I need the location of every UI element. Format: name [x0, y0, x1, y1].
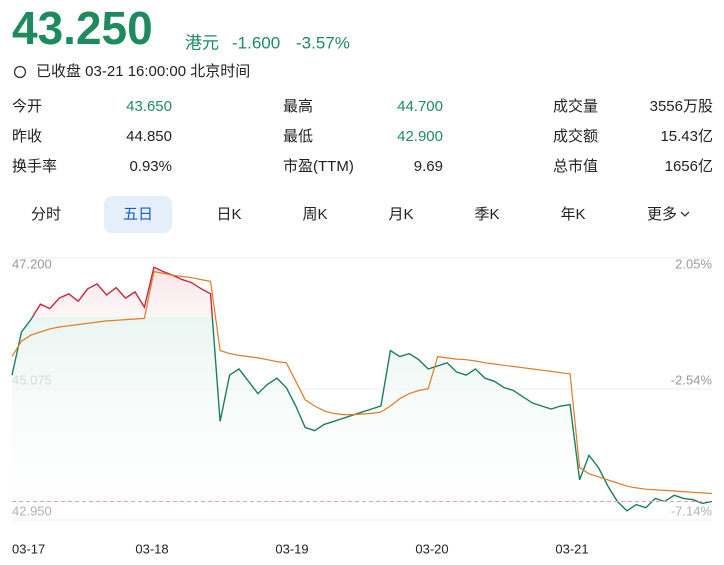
y2-tick-label: 2.05% — [675, 256, 712, 271]
stat-value: 9.69 — [414, 158, 443, 175]
status: 已收盘 03-21 16:00:00 北京时间 — [36, 62, 250, 80]
price-line — [11, 266, 713, 512]
stat-label: 市盈(TTM) — [283, 158, 354, 175]
stat-value: 15.43亿 — [660, 128, 713, 145]
stat-value: 44.850 — [126, 128, 172, 145]
tab[interactable]: 更多 — [647, 206, 677, 223]
stat-label: 最低 — [283, 128, 313, 145]
more-chevron — [680, 211, 690, 217]
stat-label: 换手率 — [12, 158, 57, 175]
stat-value: 3556万股 — [650, 98, 713, 115]
tab[interactable]: 季K — [474, 206, 499, 223]
y-tick-label: 47.200 — [12, 256, 52, 271]
x-tick-label: 03-18 — [135, 541, 168, 556]
stat-value: 44.700 — [397, 98, 443, 115]
active-tab-bg — [104, 196, 172, 233]
tab[interactable]: 日K — [216, 206, 241, 223]
price-area — [12, 267, 712, 520]
stat-label: 昨收 — [12, 128, 42, 145]
stat-label: 最高 — [283, 98, 313, 115]
change: -1.600 — [232, 33, 280, 52]
stat-value: 0.93% — [129, 158, 172, 175]
stat-value: 43.650 — [126, 98, 172, 115]
stat-label: 成交额 — [553, 127, 598, 145]
y2-tick-label: -2.54% — [671, 372, 713, 387]
status-icon — [13, 65, 27, 79]
stat-label: 总市值 — [553, 158, 598, 175]
average-line — [11, 270, 713, 495]
stat-value: 42.900 — [397, 128, 443, 145]
x-tick-label: 03-21 — [555, 541, 588, 556]
tab[interactable]: 年K — [560, 206, 585, 223]
stat-value: 1656亿 — [665, 158, 713, 175]
change-pct: -3.57% — [296, 33, 350, 52]
tab[interactable]: 月K — [388, 206, 413, 223]
price: 43.250 — [12, 2, 153, 54]
x-tick-label: 03-17 — [12, 541, 45, 556]
x-tick-label: 03-19 — [275, 541, 308, 556]
tab[interactable]: 五日 — [123, 206, 153, 223]
currency: 港元 — [185, 33, 219, 52]
stat-label: 今开 — [12, 98, 42, 115]
x-tick-label: 03-20 — [415, 541, 448, 556]
tab[interactable]: 周K — [302, 206, 327, 223]
stat-label: 成交量 — [553, 97, 598, 115]
tab[interactable]: 分时 — [31, 206, 61, 223]
